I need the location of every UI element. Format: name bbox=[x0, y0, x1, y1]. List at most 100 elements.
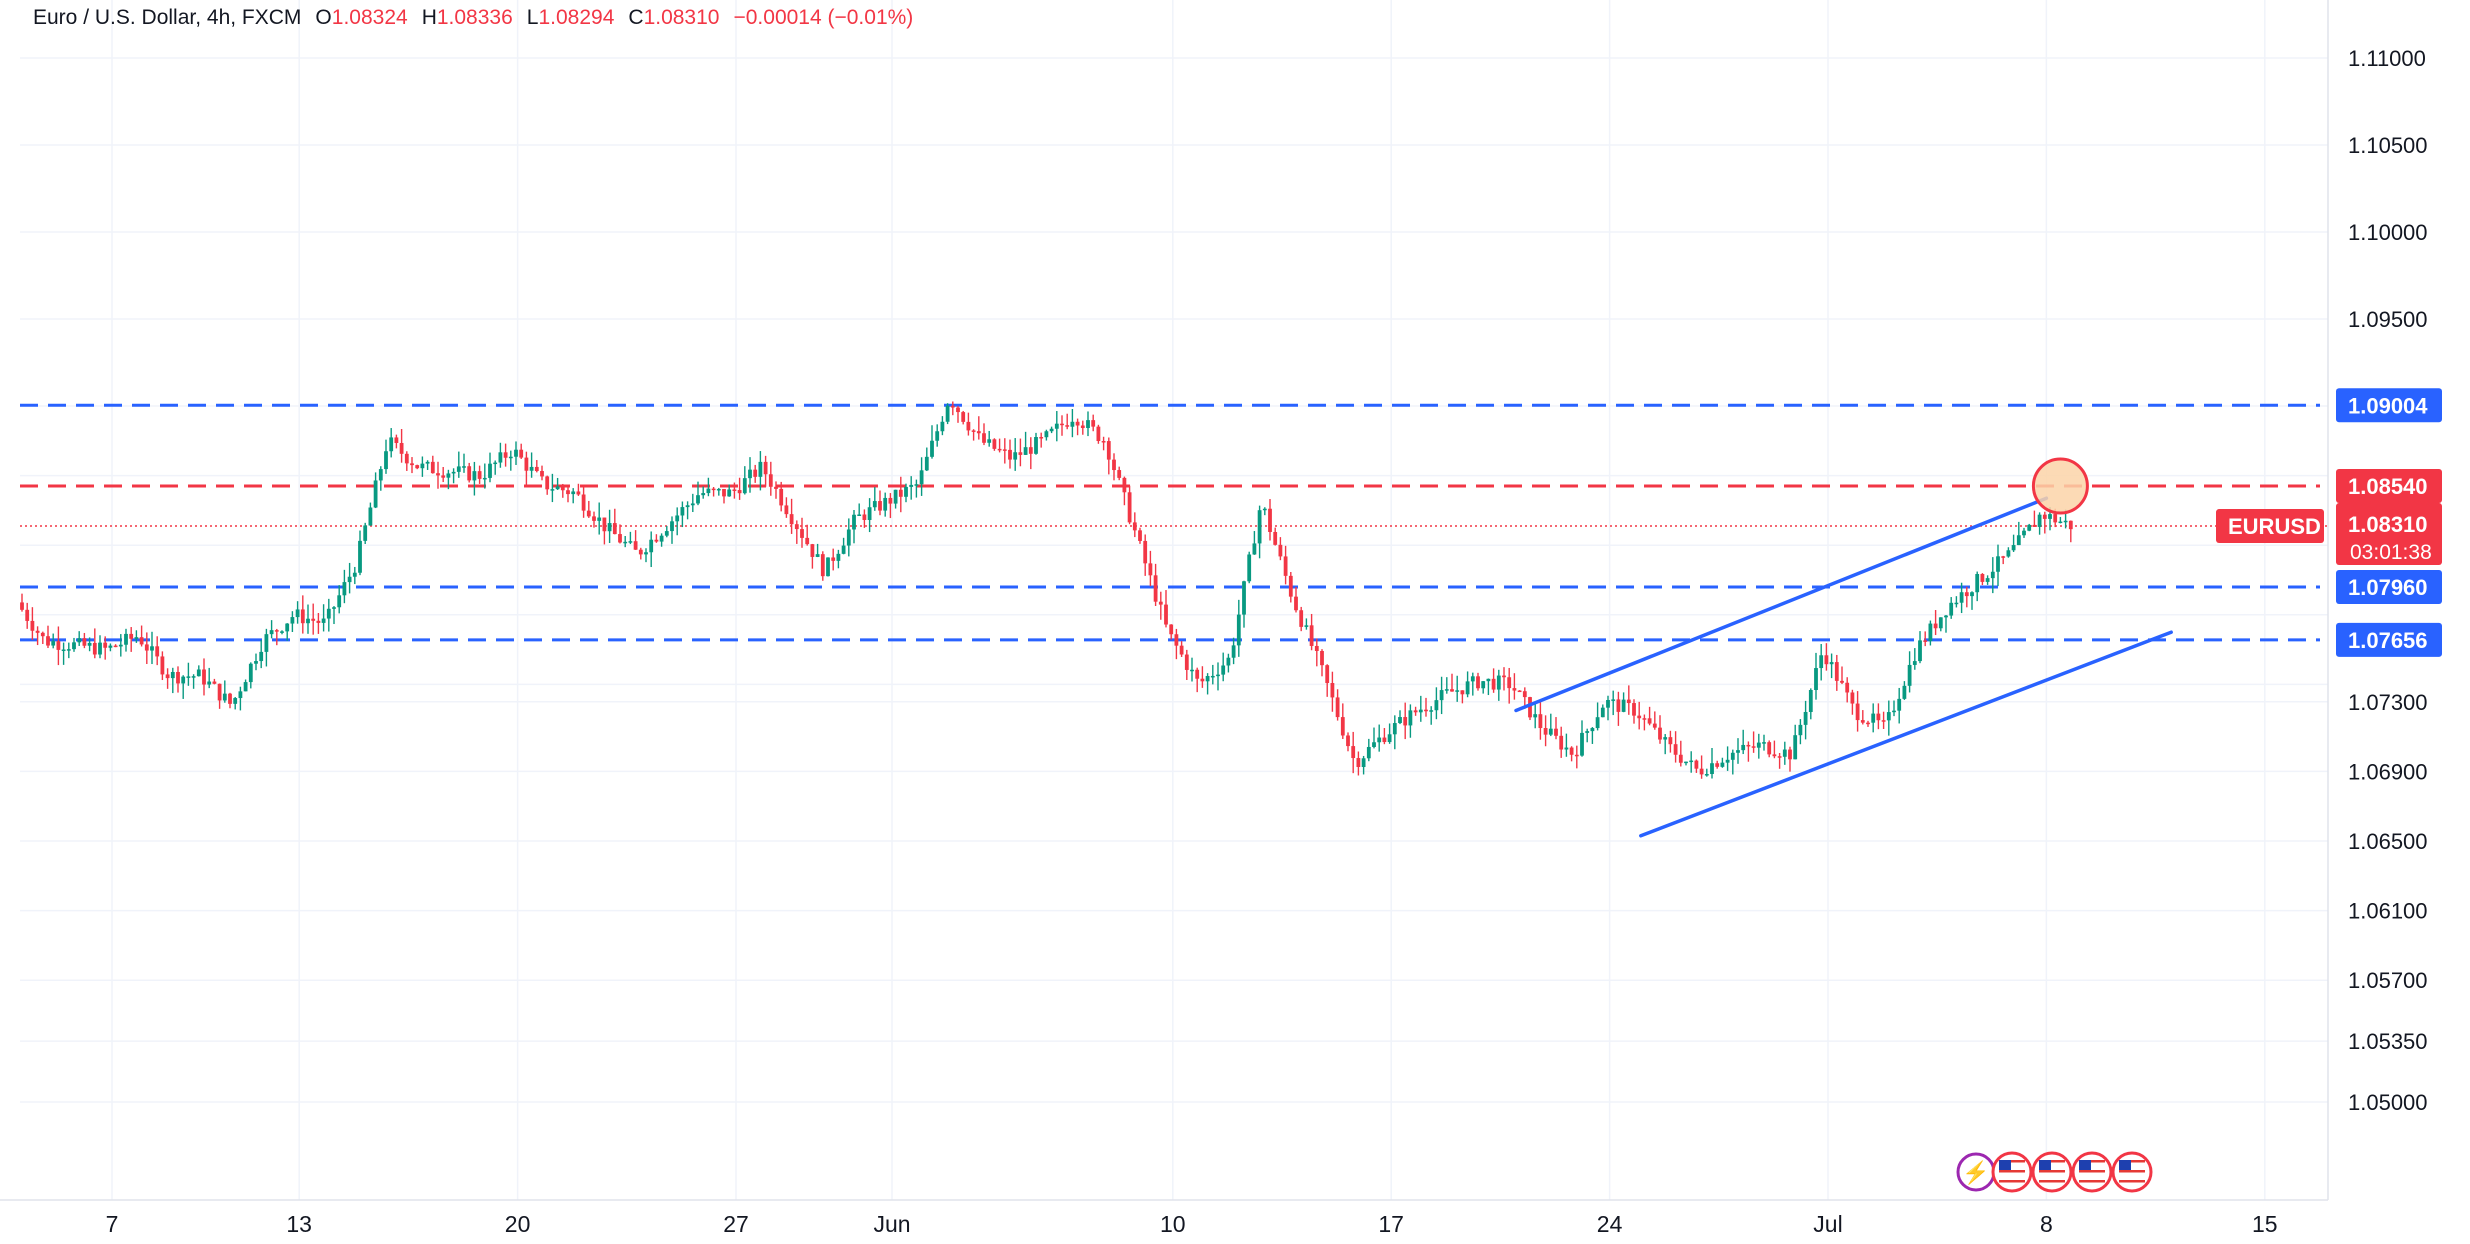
close-key: C bbox=[628, 6, 644, 29]
candle-body bbox=[1684, 761, 1688, 764]
candle-body bbox=[654, 539, 659, 542]
candle-body bbox=[924, 456, 929, 471]
candle-body bbox=[919, 470, 924, 485]
highlight-circle[interactable] bbox=[2031, 457, 2089, 515]
candle-body bbox=[722, 488, 726, 497]
low-key: L bbox=[526, 6, 539, 29]
symbol-title[interactable]: Euro / U.S. Dollar, 4h, FXCM bbox=[33, 6, 302, 29]
level-price-badge[interactable] bbox=[2336, 469, 2442, 504]
candle-body bbox=[540, 471, 544, 477]
candle-body bbox=[680, 507, 685, 516]
highlight-circle-mark[interactable] bbox=[2031, 457, 2089, 515]
candle-body bbox=[1242, 581, 1246, 615]
candle-body bbox=[971, 430, 976, 432]
candle-body bbox=[1928, 623, 1933, 642]
candle-body bbox=[597, 517, 602, 521]
candle-body bbox=[753, 469, 758, 477]
candle-body bbox=[1221, 665, 1226, 675]
candle-body bbox=[1730, 752, 1735, 760]
candle-body bbox=[1335, 697, 1340, 718]
candle-body bbox=[410, 463, 414, 466]
candle-body bbox=[1195, 669, 1200, 679]
candle-body bbox=[1788, 749, 1792, 760]
candle-body bbox=[1424, 709, 1428, 712]
candle-body bbox=[40, 632, 45, 637]
time-axis[interactable]: 7 13 20 27 Jun 10 17 24 Jul 8 15 bbox=[106, 1211, 2278, 1237]
candle-body bbox=[1231, 645, 1236, 658]
candle-body bbox=[1845, 682, 1850, 693]
candle-body bbox=[1486, 678, 1491, 682]
candle-body bbox=[716, 488, 721, 491]
last-price-badge[interactable] bbox=[2336, 503, 2442, 566]
candle-body bbox=[826, 557, 830, 577]
level-price-badge[interactable] bbox=[2336, 569, 2442, 604]
candle-body bbox=[415, 465, 420, 469]
candle-body bbox=[1834, 662, 1839, 681]
candle-body bbox=[35, 630, 40, 633]
candle-body bbox=[794, 524, 799, 530]
candle-body bbox=[576, 491, 581, 495]
candle-body bbox=[124, 633, 128, 645]
candle-body bbox=[196, 669, 201, 677]
candle-body bbox=[1964, 592, 1969, 597]
candle-body bbox=[186, 676, 191, 678]
candle-body bbox=[1122, 477, 1127, 493]
candle-body bbox=[384, 451, 388, 470]
flag-stripe bbox=[1999, 1170, 2025, 1173]
channel-lower-line[interactable] bbox=[1639, 630, 2173, 838]
time-tick-label: 24 bbox=[1597, 1211, 1623, 1237]
candle-body bbox=[1278, 544, 1283, 557]
price-tick-label: 1.06900 bbox=[2348, 759, 2428, 784]
candle-body bbox=[1886, 712, 1891, 721]
candle-body bbox=[2048, 514, 2052, 519]
trend-channel[interactable] bbox=[1514, 496, 2173, 838]
flag-stripe bbox=[2079, 1175, 2105, 1178]
symbol-price-tag-label: EURUSD bbox=[2228, 514, 2321, 539]
countdown-label: 03:01:38 bbox=[2350, 541, 2432, 564]
channel-upper-line[interactable] bbox=[1514, 496, 2049, 713]
candle-body bbox=[1299, 610, 1304, 627]
candle-body bbox=[1325, 665, 1330, 684]
candle-body bbox=[1216, 674, 1220, 677]
horizontal-levels[interactable] bbox=[20, 403, 2328, 642]
candle-body bbox=[155, 646, 160, 657]
candle-body bbox=[1101, 441, 1106, 443]
candle-body bbox=[1808, 689, 1813, 712]
price-axis[interactable]: 1.11000 1.10500 1.10000 1.09500 1.07300 1.069… bbox=[2216, 46, 2442, 1115]
candle-body bbox=[846, 529, 851, 546]
candle-body bbox=[1262, 508, 1267, 511]
candle-body bbox=[176, 671, 180, 684]
candle-body bbox=[1184, 654, 1189, 670]
flag-stripe bbox=[2039, 1175, 2065, 1178]
level-price-badge[interactable] bbox=[2336, 622, 2442, 657]
candle-body bbox=[1850, 692, 1855, 704]
candle-body bbox=[269, 630, 274, 635]
candle-body bbox=[711, 488, 716, 491]
candle-body bbox=[1725, 759, 1730, 763]
candle-body bbox=[524, 457, 529, 471]
flag-stripe bbox=[1999, 1165, 2025, 1168]
candle-body bbox=[737, 490, 742, 494]
level-price-badge[interactable] bbox=[2336, 388, 2442, 423]
candle-body bbox=[1429, 710, 1434, 712]
candle-body bbox=[514, 449, 518, 457]
flag-canton bbox=[1999, 1160, 2011, 1170]
candle-body bbox=[113, 645, 118, 648]
candle-body bbox=[503, 452, 508, 458]
candle-body bbox=[982, 433, 986, 443]
candle-body bbox=[129, 633, 134, 639]
candle-body bbox=[1008, 449, 1012, 460]
event-icons[interactable]: ⚡ bbox=[1956, 1151, 2153, 1193]
candle-body bbox=[1174, 634, 1179, 646]
candle-body bbox=[774, 486, 778, 489]
candle-body bbox=[1205, 675, 1210, 682]
symbol-price-tag[interactable] bbox=[2216, 509, 2324, 544]
candle-body bbox=[893, 489, 898, 504]
candle-body bbox=[1814, 668, 1818, 690]
candle-body bbox=[1767, 742, 1772, 755]
candle-body bbox=[841, 545, 846, 554]
candle-body bbox=[1699, 768, 1704, 775]
